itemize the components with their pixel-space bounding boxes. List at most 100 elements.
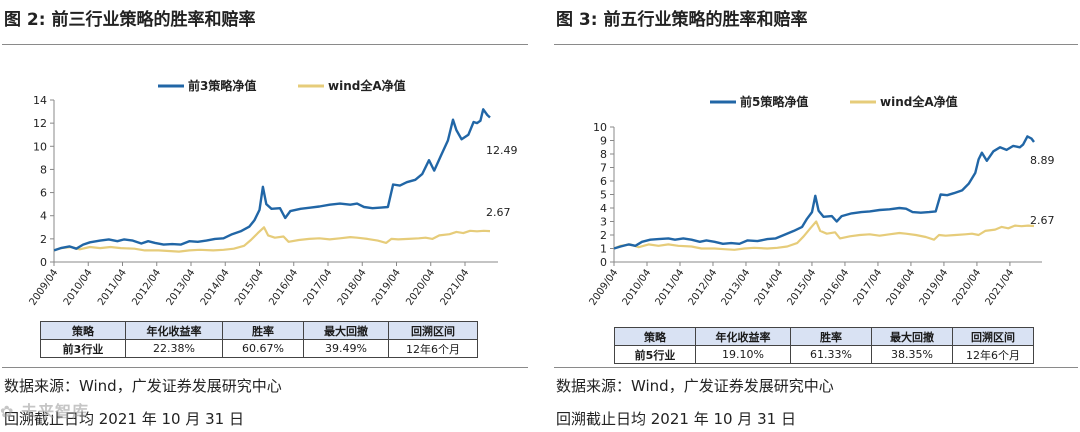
x-tick-label: 2017/04 [852, 267, 885, 307]
y-tick-label: 8 [40, 163, 47, 176]
y-tick-label: 7 [600, 162, 607, 175]
x-tick-label: 2015/04 [786, 267, 819, 307]
y-tick-label: 14 [33, 94, 47, 107]
y-tick-label: 0 [600, 256, 607, 269]
y-tick-label: 10 [593, 121, 607, 134]
y-tick-label: 5 [600, 189, 607, 202]
x-tick-label: 2020/04 [951, 267, 984, 307]
x-tick-label: 2011/04 [654, 267, 687, 307]
strategy-line [613, 135, 1035, 250]
x-tick-label: 2013/04 [165, 267, 198, 307]
table-cell: 12年6个月 [388, 339, 478, 358]
stats-table: 策略 年化收益率 胜率 最大回撤 回溯区间 前5行业 19.10% 61.33%… [614, 327, 1034, 364]
y-tick-label: 6 [40, 187, 47, 200]
end-value-label: 8.89 [1030, 154, 1055, 167]
y-tick-label: 12 [33, 117, 47, 130]
source-note: 数据来源：Wind，广发证券发展研究中心 [556, 377, 834, 395]
legend-label: wind全A净值 [880, 94, 958, 109]
x-tick-label: 2019/04 [918, 267, 951, 307]
end-value-label: 2.67 [486, 206, 511, 219]
x-tick-label: 2018/04 [336, 267, 369, 307]
stats-table: 策略 年化收益率 胜率 最大回撤 回溯区间 前3行业 22.38% 60.67%… [40, 321, 478, 358]
table-cell: 39.49% [303, 339, 389, 358]
figure-title-text: 前五行业策略的胜率和赔率 [603, 10, 808, 30]
x-tick-label: 2012/04 [130, 267, 163, 307]
table-cell: 12年6个月 [952, 345, 1034, 364]
source-note: 数据来源：Wind，广发证券发展研究中心 [4, 377, 282, 395]
figure-panel-left: 图 2: 前三行业策略的胜率和赔率 0 2 4 6 8 10 12 14 2009/04 2010… [0, 0, 530, 432]
legend-label: wind全A净值 [328, 78, 406, 93]
x-tick-label: 2021/04 [439, 267, 472, 307]
table-header: 年化收益率 [125, 321, 223, 340]
legend-label: 前5策略净值 [740, 94, 808, 109]
table-cell: 38.35% [871, 345, 953, 364]
y-tick-label: 0 [40, 256, 47, 269]
table-header: 最大回撤 [303, 321, 389, 340]
end-value-label: 2.67 [1030, 214, 1055, 227]
x-tick-label: 2015/04 [233, 267, 266, 307]
divider [2, 367, 528, 368]
x-tick-label: 2016/04 [267, 267, 300, 307]
table-cell: 61.33% [790, 345, 872, 364]
x-tick-label: 2021/04 [984, 267, 1017, 307]
table-header-row: 策略 年化收益率 胜率 最大回撤 回溯区间 [614, 327, 1034, 346]
table-header: 策略 [614, 327, 696, 346]
table-header: 年化收益率 [695, 327, 791, 346]
x-tick-label: 2010/04 [621, 267, 654, 307]
table-header: 策略 [40, 321, 126, 340]
y-tick-label: 3 [600, 216, 607, 229]
table-header: 胜率 [222, 321, 304, 340]
x-tick-label: 2013/04 [720, 267, 753, 307]
table-cell: 60.67% [222, 339, 304, 358]
x-tick-label: 2011/04 [96, 267, 129, 307]
x-tick-label: 2009/04 [28, 267, 61, 307]
x-tick-label: 2010/04 [62, 267, 95, 307]
x-tick-label: 2019/04 [370, 267, 403, 307]
y-tick-label: 10 [33, 140, 47, 153]
y-tick-label: 6 [600, 175, 607, 188]
divider [554, 44, 1078, 45]
date-note: 回溯截止日均 2021 年 10 月 31 日 [556, 410, 796, 428]
figure-title-text: 前三行业策略的胜率和赔率 [51, 10, 256, 30]
table-row: 前5行业 19.10% 61.33% 38.35% 12年6个月 [614, 345, 1034, 364]
y-tick-label: 2 [600, 229, 607, 242]
table-header: 回溯区间 [952, 327, 1034, 346]
table-header: 最大回撤 [871, 327, 953, 346]
x-tick-label: 2017/04 [302, 267, 335, 307]
end-value-label: 12.49 [486, 144, 518, 157]
figure-label: 图 3: [556, 10, 598, 30]
y-tick-label: 4 [40, 210, 47, 223]
x-tick-label: 2016/04 [819, 267, 852, 307]
figure-title: 图 3: 前五行业策略的胜率和赔率 [556, 5, 807, 30]
x-tick-label: 2020/04 [404, 267, 437, 307]
figure-panel-right: 图 3: 前五行业策略的胜率和赔率 0 1 2 3 4 5 6 7 8 9 10 2009/04 201… [552, 0, 1080, 432]
strategy-line [53, 108, 491, 252]
divider [2, 44, 528, 45]
date-note: 回溯截止日均 2021 年 10 月 31 日 [4, 410, 244, 428]
y-tick-label: 4 [600, 202, 607, 215]
x-tick-label: 2009/04 [588, 267, 621, 307]
table-cell: 22.38% [125, 339, 223, 358]
y-tick-label: 2 [40, 233, 47, 246]
y-tick-label: 9 [600, 135, 607, 148]
watermark: ✿ 未来智库 [0, 402, 89, 421]
table-row: 前3行业 22.38% 60.67% 39.49% 12年6个月 [40, 339, 478, 358]
table-header: 胜率 [790, 327, 872, 346]
table-cell: 前5行业 [614, 345, 696, 364]
y-tick-label: 1 [600, 243, 607, 256]
x-tick-label: 2012/04 [687, 267, 720, 307]
figure-label: 图 2: [4, 10, 46, 30]
divider [554, 367, 1078, 368]
figure-title: 图 2: 前三行业策略的胜率和赔率 [4, 5, 255, 30]
x-tick-label: 2018/04 [885, 267, 918, 307]
table-cell: 前3行业 [40, 339, 126, 358]
table-header: 回溯区间 [388, 321, 478, 340]
x-tick-label: 2014/04 [199, 267, 232, 307]
wind-line [53, 226, 491, 253]
wind-line [613, 220, 1035, 251]
y-tick-label: 8 [600, 148, 607, 161]
table-header-row: 策略 年化收益率 胜率 最大回撤 回溯区间 [40, 321, 478, 340]
table-cell: 19.10% [695, 345, 791, 364]
